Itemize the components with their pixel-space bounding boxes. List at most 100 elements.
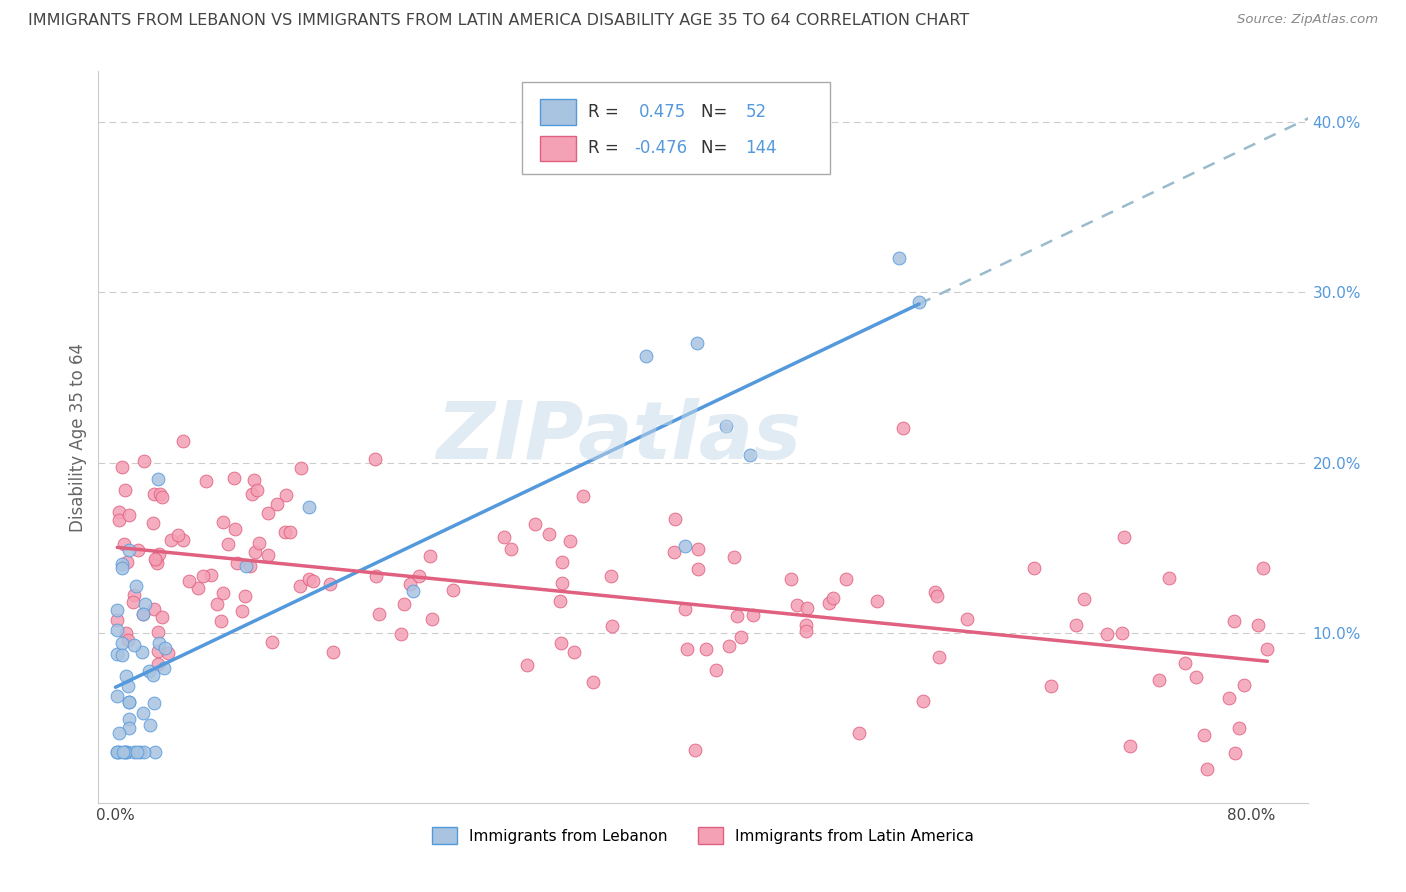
Point — [110, 648, 132, 662]
Point — [322, 644, 344, 658]
Point — [131, 645, 153, 659]
Point — [796, 600, 818, 615]
Point — [673, 539, 696, 553]
Point — [172, 434, 194, 449]
Point — [676, 642, 699, 657]
Point — [233, 589, 256, 603]
Point — [730, 630, 752, 644]
Point — [866, 593, 889, 607]
Point — [108, 745, 131, 759]
Point — [1073, 592, 1095, 607]
Point — [146, 657, 169, 671]
Point — [256, 506, 278, 520]
Text: IMMIGRANTS FROM LEBANON VS IMMIGRANTS FROM LATIN AMERICA DISABILITY AGE 35 TO 64: IMMIGRANTS FROM LEBANON VS IMMIGRANTS FR… — [28, 13, 969, 29]
Point — [1114, 530, 1136, 544]
Y-axis label: Disability Age 35 to 64: Disability Age 35 to 64 — [69, 343, 87, 532]
Text: -0.476: -0.476 — [634, 139, 688, 157]
Point — [239, 559, 262, 574]
Point — [245, 483, 267, 498]
Point — [235, 559, 257, 574]
Point — [243, 473, 266, 487]
Point — [132, 607, 155, 621]
Point — [537, 526, 560, 541]
Point — [290, 460, 312, 475]
Text: 52: 52 — [745, 103, 766, 120]
Text: ZIPatlas: ZIPatlas — [436, 398, 801, 476]
Point — [149, 486, 172, 500]
Point — [247, 536, 270, 550]
Point — [153, 640, 176, 655]
Point — [723, 549, 745, 564]
Point — [146, 556, 169, 570]
Point — [115, 669, 138, 683]
Point — [112, 537, 135, 551]
Point — [121, 595, 143, 609]
Point — [1218, 690, 1240, 705]
Point — [167, 528, 190, 542]
Point — [262, 635, 284, 649]
Point — [115, 745, 138, 759]
Point — [146, 625, 169, 640]
Point — [145, 552, 167, 566]
Point — [114, 745, 136, 759]
Point — [550, 594, 572, 608]
Point — [118, 543, 141, 558]
Point — [662, 545, 685, 559]
Point — [1157, 571, 1180, 585]
Point — [139, 718, 162, 732]
Point — [127, 542, 149, 557]
Point — [1233, 678, 1256, 692]
Text: N=: N= — [700, 139, 733, 157]
Point — [823, 591, 845, 605]
Point — [225, 556, 247, 570]
Point — [319, 577, 342, 591]
Point — [742, 608, 765, 623]
Point — [956, 612, 979, 626]
Point — [492, 530, 515, 544]
Point — [1192, 728, 1215, 742]
Point — [818, 596, 841, 610]
Point — [280, 525, 302, 540]
Point — [114, 483, 136, 498]
Point — [560, 533, 582, 548]
Point — [105, 647, 128, 661]
Point — [143, 602, 166, 616]
Point — [673, 602, 696, 616]
Point — [118, 712, 141, 726]
Point — [562, 645, 585, 659]
Point — [143, 552, 166, 566]
Point — [117, 632, 139, 647]
Text: Source: ZipAtlas.com: Source: ZipAtlas.com — [1237, 13, 1378, 27]
Point — [111, 636, 134, 650]
Point — [118, 508, 141, 523]
Point — [551, 576, 574, 591]
Point — [146, 644, 169, 658]
Point — [148, 636, 170, 650]
Point — [925, 589, 948, 603]
Point — [122, 588, 145, 602]
Point — [402, 584, 425, 599]
Point — [1223, 614, 1246, 628]
Point — [132, 745, 155, 759]
Point — [367, 607, 389, 622]
Point — [117, 555, 139, 569]
Point — [146, 472, 169, 486]
Point — [834, 572, 856, 586]
Point — [105, 690, 128, 704]
Point — [117, 679, 139, 693]
Text: R =: R = — [588, 103, 624, 120]
Point — [551, 555, 574, 569]
Point — [725, 608, 748, 623]
Point — [516, 657, 538, 672]
Point — [714, 419, 737, 434]
Point — [911, 694, 934, 708]
Point — [187, 581, 209, 595]
Point — [599, 569, 621, 583]
Point — [274, 525, 297, 540]
Point — [111, 557, 134, 571]
Point — [908, 294, 931, 309]
Point — [107, 725, 129, 739]
Point — [134, 597, 156, 611]
Point — [150, 609, 173, 624]
Point — [138, 664, 160, 678]
